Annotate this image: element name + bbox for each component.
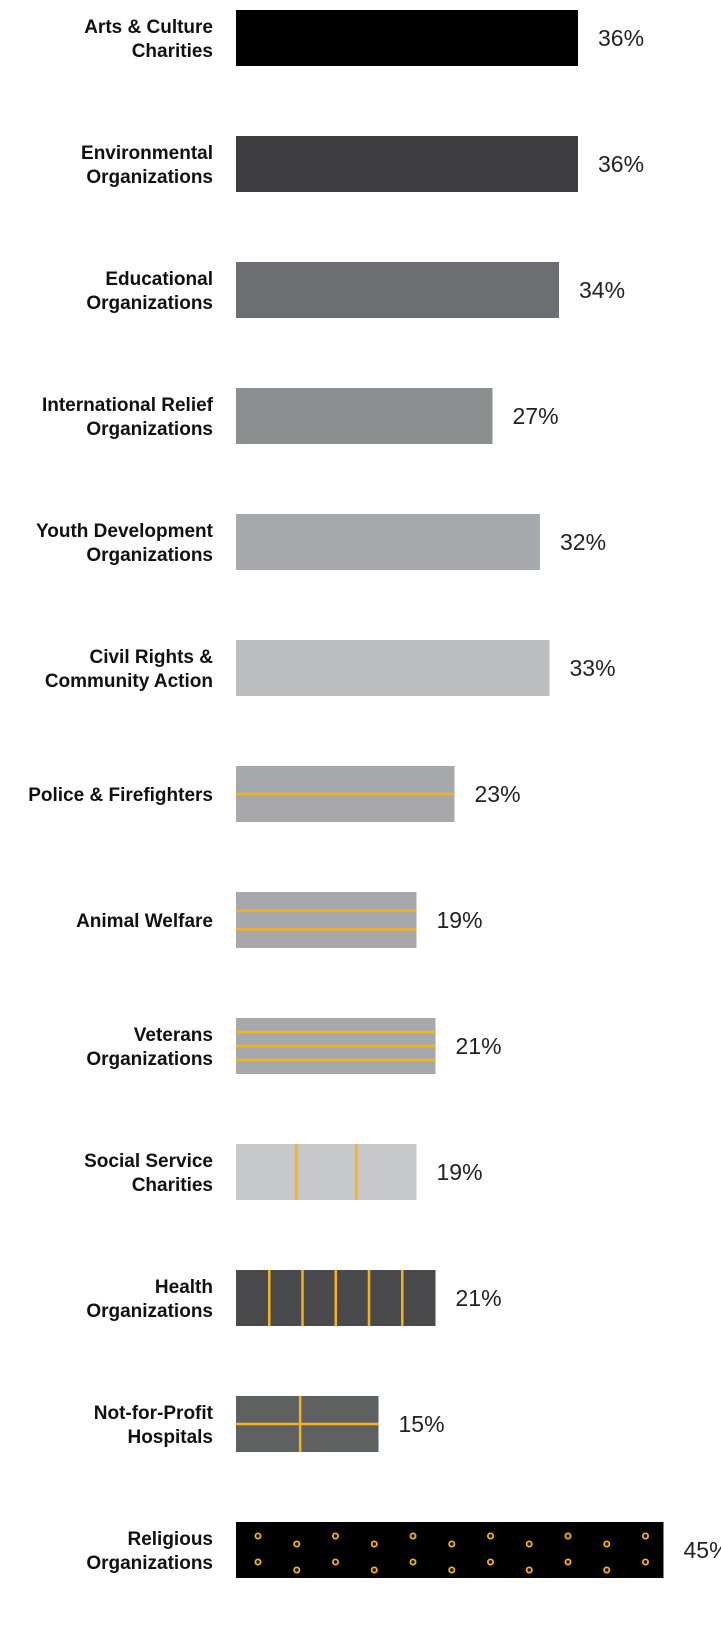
value-label: 34% [579, 277, 625, 303]
bar-dot [409, 1558, 417, 1566]
bar [236, 1144, 417, 1200]
category-label: Social Service [84, 1151, 213, 1172]
bar-dot [254, 1532, 262, 1540]
category-label: Environmental [81, 143, 213, 164]
bar-dot [370, 1540, 378, 1548]
category-label: Arts & Culture [84, 17, 213, 38]
value-label: 33% [570, 655, 616, 681]
bar-dot [370, 1566, 378, 1574]
bar-dot [564, 1558, 572, 1566]
category-label: Youth Development [36, 521, 214, 542]
bar-dot [331, 1558, 339, 1566]
value-label: 23% [475, 781, 521, 807]
value-label: 19% [437, 907, 483, 933]
category-label: Organizations [86, 167, 213, 188]
value-label: 45% [684, 1537, 721, 1563]
category-label: Charities [132, 41, 213, 62]
bar-dot [642, 1558, 650, 1566]
bar-dot [293, 1540, 301, 1548]
bar [236, 640, 550, 696]
value-label: 36% [598, 151, 644, 177]
bar-dot [448, 1540, 456, 1548]
bar-dot [409, 1532, 417, 1540]
bar-dot [331, 1532, 339, 1540]
category-label: Police & Firefighters [28, 785, 213, 806]
value-label: 21% [456, 1285, 502, 1311]
bar [236, 262, 559, 318]
bar-dot [254, 1558, 262, 1566]
bar-dot [293, 1566, 301, 1574]
bar-dot [603, 1566, 611, 1574]
category-label: Educational [105, 269, 213, 290]
bar-dot [525, 1566, 533, 1574]
category-label: Organizations [86, 1049, 213, 1070]
value-label: 15% [399, 1411, 445, 1437]
category-label: Organizations [86, 293, 213, 314]
value-label: 32% [560, 529, 606, 555]
category-label: International Relief [42, 395, 214, 416]
category-label: Civil Rights & [89, 647, 213, 668]
category-label: Organizations [86, 545, 213, 566]
category-label: Organizations [86, 419, 213, 440]
value-label: 36% [598, 25, 644, 51]
bar-dot [564, 1532, 572, 1540]
bar-dot [603, 1540, 611, 1548]
bar-dot [642, 1532, 650, 1540]
category-label: Charities [132, 1175, 213, 1196]
bar-dot [486, 1558, 494, 1566]
value-label: 19% [437, 1159, 483, 1185]
bar [236, 10, 578, 66]
bar [236, 136, 578, 192]
value-label: 21% [456, 1033, 502, 1059]
category-label: Health [155, 1277, 213, 1298]
category-label: Hospitals [127, 1427, 213, 1448]
category-label: Not-for-Profit [94, 1403, 214, 1424]
bar [236, 892, 417, 948]
bar [236, 514, 540, 570]
category-label: Organizations [86, 1301, 213, 1322]
bar-dot [448, 1566, 456, 1574]
category-label: Community Action [45, 671, 213, 692]
category-label: Veterans [134, 1025, 213, 1046]
category-label: Religious [127, 1529, 213, 1550]
bar [236, 388, 493, 444]
category-label: Organizations [86, 1553, 213, 1574]
value-label: 27% [513, 403, 559, 429]
category-label: Animal Welfare [76, 911, 213, 932]
bar-dot [486, 1532, 494, 1540]
bar-dot [525, 1540, 533, 1548]
